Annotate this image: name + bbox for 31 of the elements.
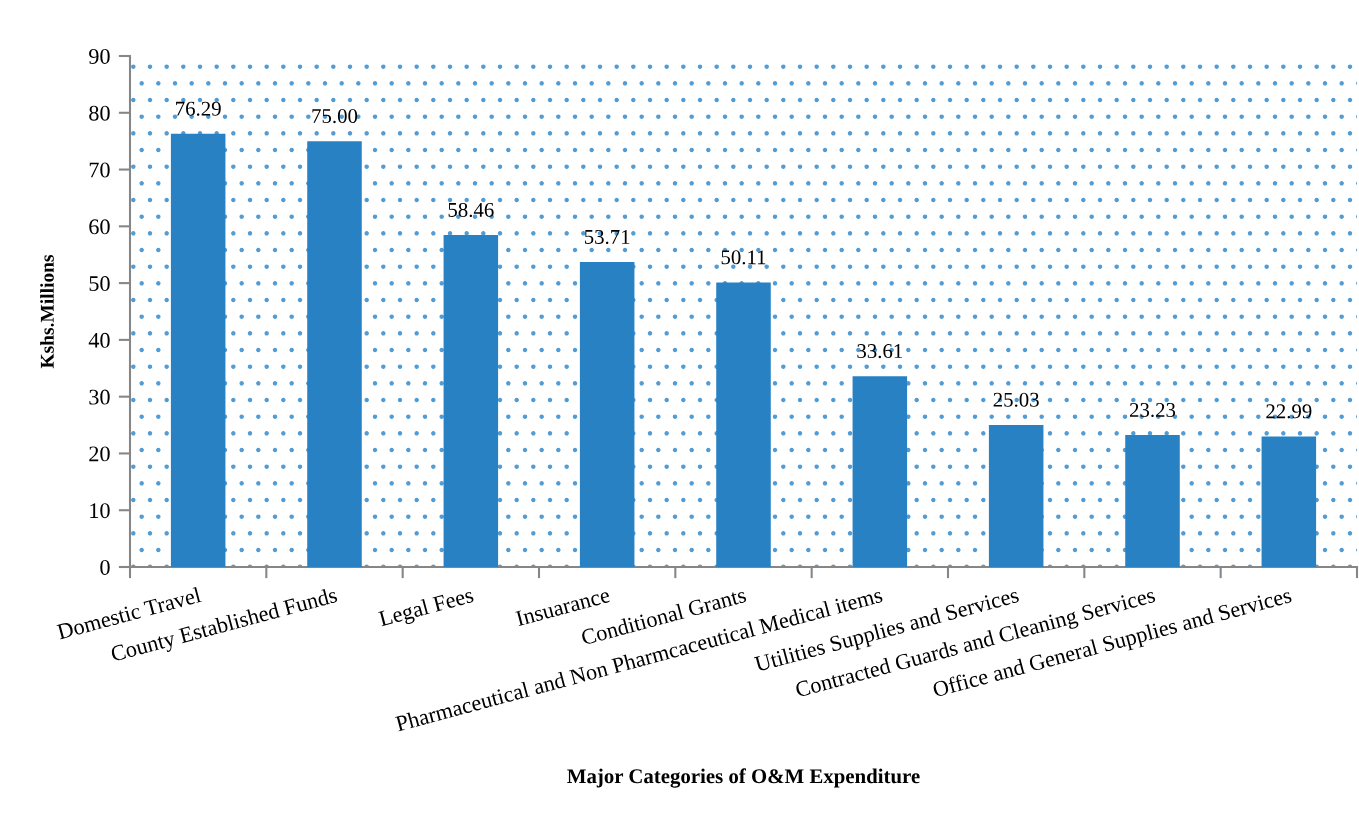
- y-tick-label: 20: [89, 446, 110, 462]
- bar: [988, 424, 1044, 567]
- bar: [716, 282, 771, 567]
- y-tick-label: 80: [89, 105, 110, 121]
- data-label: 75.00: [312, 108, 358, 124]
- x-tick-label: Legal Fees: [377, 586, 476, 631]
- bar: [443, 235, 499, 567]
- data-label: 33.61: [857, 344, 903, 359]
- y-tick-label: 30: [89, 389, 110, 405]
- x-axis-title: Major Categories of O&M Expenditure: [567, 768, 920, 788]
- bar: [579, 262, 635, 567]
- bar: [170, 133, 226, 567]
- data-label: 50.11: [721, 250, 766, 265]
- y-axis-title: Kshs.Millions: [40, 254, 54, 369]
- data-label: 23.23: [1129, 402, 1176, 418]
- data-label: 25.03: [993, 392, 1039, 407]
- data-label: 22.99: [1266, 404, 1312, 419]
- y-tick-label: 90: [89, 48, 110, 64]
- bar: [1261, 436, 1317, 567]
- y-tick-label: 10: [90, 503, 110, 519]
- data-label: 53.71: [584, 229, 630, 245]
- y-tick-label: 50: [89, 276, 110, 292]
- y-tick-label: 40: [88, 332, 110, 348]
- bar: [307, 141, 362, 567]
- y-tick-label: 70: [89, 162, 110, 178]
- data-label: 58.46: [448, 202, 494, 218]
- y-tick-label: 0: [100, 559, 110, 575]
- bar: [1125, 435, 1180, 567]
- bar: [852, 376, 908, 567]
- y-tick-label: 60: [89, 219, 110, 235]
- data-label: 76.29: [176, 101, 221, 116]
